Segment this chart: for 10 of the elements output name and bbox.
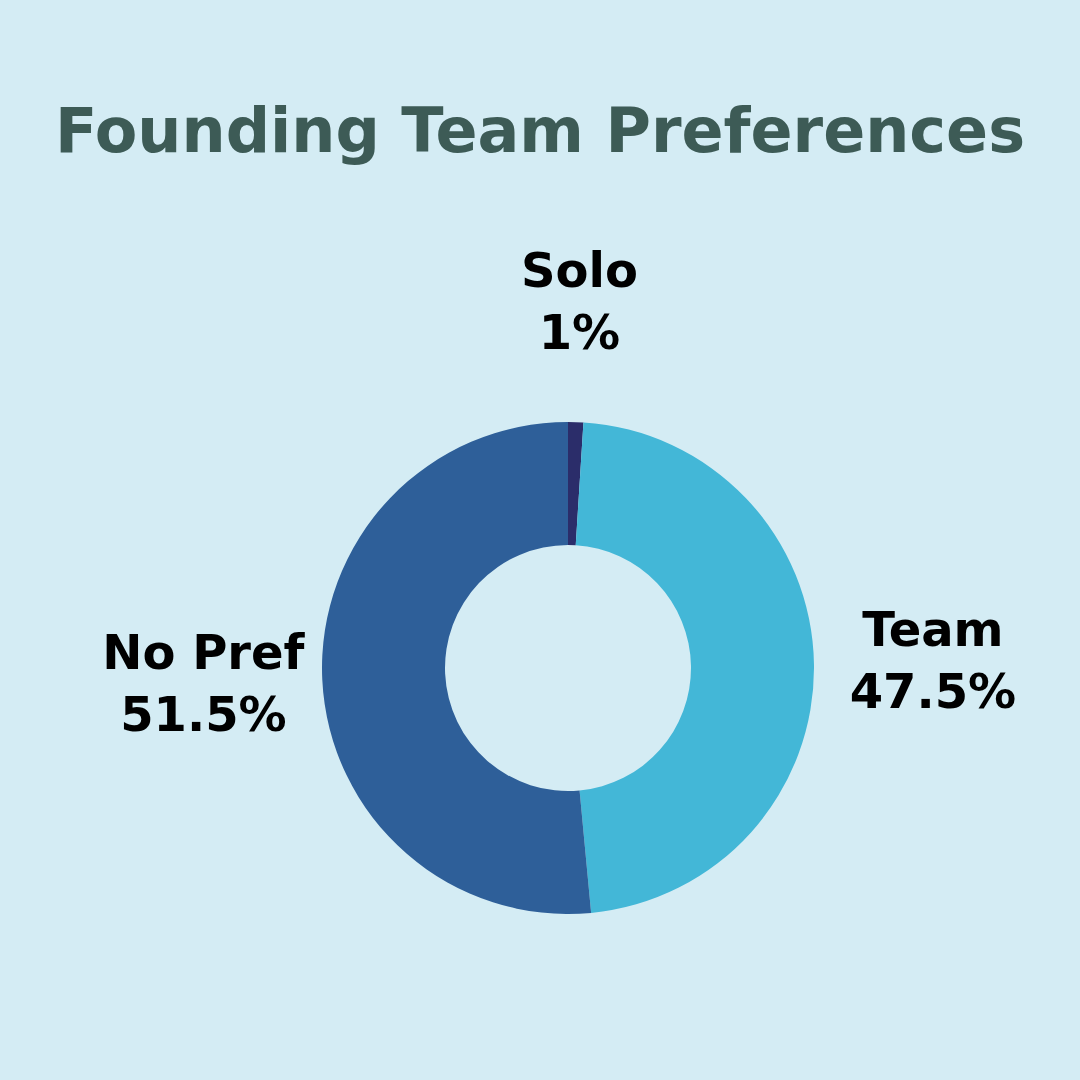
- donut-slice: [568, 422, 584, 546]
- slice-label: No Pref: [102, 624, 306, 681]
- data-label: 47.5%: [849, 663, 1017, 720]
- chart-title: Founding Team Preferences: [54, 94, 1026, 167]
- donut-slice: [575, 422, 814, 913]
- slice-label: Team: [862, 601, 1004, 658]
- slice-label: Solo: [520, 242, 638, 299]
- data-label: 51.5%: [120, 686, 287, 743]
- data-label: 1%: [538, 304, 621, 361]
- donut-slice: [322, 422, 592, 914]
